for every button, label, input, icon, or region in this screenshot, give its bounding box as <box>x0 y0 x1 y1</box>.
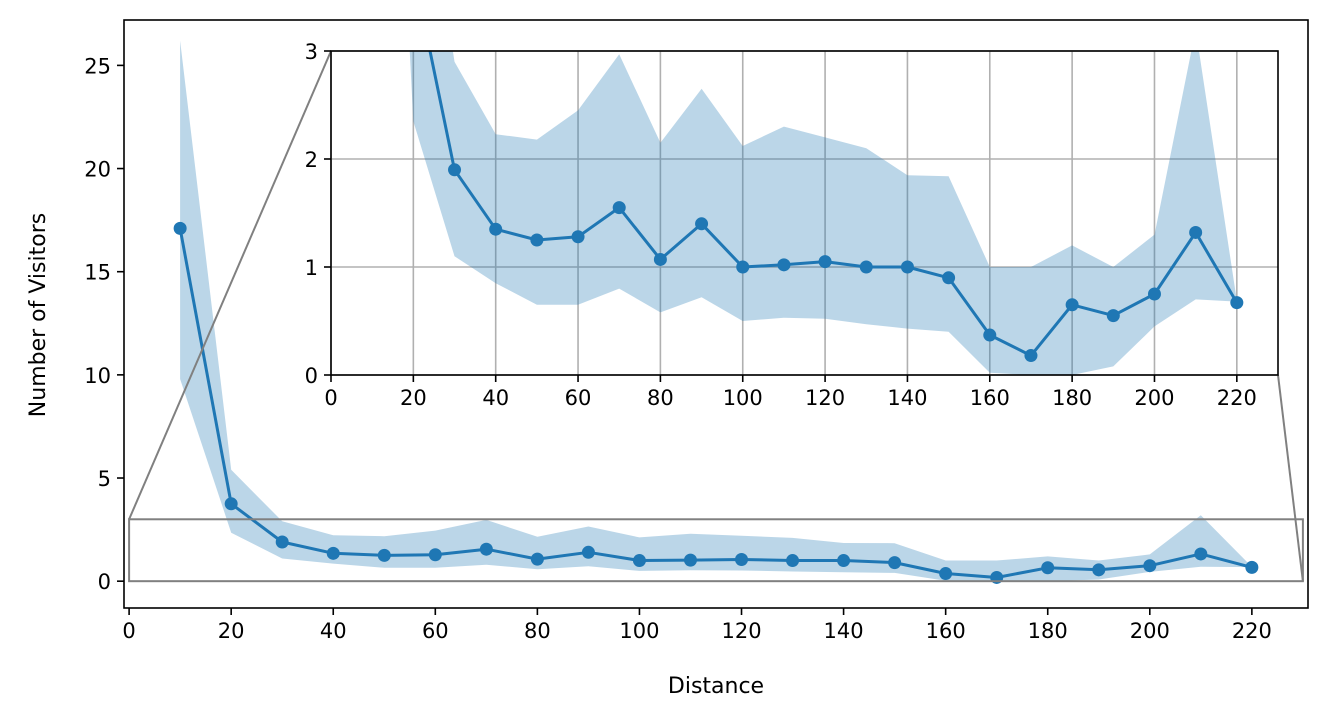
data-point <box>377 548 391 562</box>
x-tick-label: 100 <box>619 619 659 643</box>
data-point <box>173 221 187 235</box>
data-point <box>1143 559 1157 573</box>
inset-data-point <box>859 260 873 274</box>
data-point <box>632 554 646 568</box>
main-axes-frame <box>123 19 1309 609</box>
data-point <box>1092 563 1106 577</box>
inset-data-point <box>530 233 544 247</box>
x-tick-label: 60 <box>422 619 449 643</box>
zoom-region-box <box>128 518 1304 583</box>
y-axis-label: Number of Visitors <box>26 213 51 417</box>
zoom-connector-right <box>1277 374 1304 582</box>
data-point <box>888 556 902 570</box>
data-point <box>939 567 953 581</box>
data-point <box>530 552 544 566</box>
data-point <box>428 548 442 562</box>
inset-y-tick-label: 3 <box>305 40 318 64</box>
inset-y-tick-label: 2 <box>305 148 318 172</box>
confidence-band <box>180 40 1252 582</box>
inset-data-point <box>777 258 791 272</box>
inset-x-tick-label: 180 <box>1052 386 1092 410</box>
inset-data-point <box>983 328 997 342</box>
data-point <box>786 554 800 568</box>
x-tick-label: 220 <box>1232 619 1272 643</box>
inset-x-tick-label: 80 <box>647 386 674 410</box>
x-tick-label: 20 <box>218 619 245 643</box>
x-tick-label: 160 <box>926 619 966 643</box>
data-point <box>735 553 749 567</box>
inset-data-point <box>900 260 914 274</box>
zoom-connector-left <box>128 50 332 520</box>
inset-data-point <box>1024 349 1038 363</box>
data-point <box>479 542 493 556</box>
y-tick-label: 25 <box>84 54 111 78</box>
inset-axes-frame <box>330 50 1279 376</box>
inset-data-point <box>1106 309 1120 323</box>
data-point <box>326 546 340 560</box>
inset-x-tick-label: 40 <box>482 386 509 410</box>
inset-data-point <box>695 217 709 231</box>
inset-y-tick-label: 0 <box>305 364 318 388</box>
inset-data-point <box>818 255 832 269</box>
inset-data-point <box>736 260 750 274</box>
inset-background <box>331 51 1278 375</box>
inset-data-point <box>489 222 503 236</box>
data-point <box>1041 561 1055 575</box>
inset-x-tick-label: 20 <box>400 386 427 410</box>
x-axis-label: Distance <box>668 674 764 699</box>
y-tick-label: 10 <box>84 364 111 388</box>
inset-data-point <box>942 271 956 285</box>
inset-x-tick-label: 120 <box>805 386 845 410</box>
y-tick-label: 15 <box>84 261 111 285</box>
data-point <box>1194 547 1208 561</box>
x-tick-label: 140 <box>824 619 864 643</box>
inset-x-tick-label: 140 <box>887 386 927 410</box>
inset-data-point <box>612 201 626 215</box>
inset-data-point <box>1189 225 1203 239</box>
series-line <box>178 228 1253 579</box>
inset-x-tick-label: 60 <box>565 386 592 410</box>
inset-data-point <box>1065 298 1079 312</box>
x-tick-label: 200 <box>1130 619 1170 643</box>
data-point <box>224 497 238 511</box>
inset-data-point <box>571 230 585 244</box>
inset-data-point <box>448 163 462 177</box>
data-point <box>275 535 289 549</box>
inset-x-tick-label: 160 <box>970 386 1010 410</box>
inset-data-point <box>653 252 667 266</box>
x-tick-label: 0 <box>122 619 135 643</box>
inset-x-tick-label: 100 <box>723 386 763 410</box>
inset-data-point <box>1147 287 1161 301</box>
inset-series-line <box>428 51 1239 358</box>
x-tick-label: 80 <box>524 619 551 643</box>
main-plot-area <box>173 40 1259 584</box>
x-tick-label: 180 <box>1028 619 1068 643</box>
x-tick-label: 40 <box>320 619 347 643</box>
inset-y-tick-label: 1 <box>305 256 318 280</box>
y-tick-label: 5 <box>98 467 111 491</box>
data-point <box>581 545 595 559</box>
inset-x-tick-label: 220 <box>1217 386 1257 410</box>
data-point <box>1245 560 1259 574</box>
inset-x-tick-label: 0 <box>324 386 337 410</box>
inset-x-tick-label: 200 <box>1134 386 1174 410</box>
y-tick-label: 0 <box>98 570 111 594</box>
inset-data-point <box>1230 296 1244 310</box>
data-point <box>683 553 697 567</box>
y-tick-label: 20 <box>84 158 111 182</box>
inset-plot-area <box>409 51 1244 375</box>
inset-confidence-band <box>409 51 1237 375</box>
x-tick-label: 120 <box>721 619 761 643</box>
data-point <box>837 554 851 568</box>
